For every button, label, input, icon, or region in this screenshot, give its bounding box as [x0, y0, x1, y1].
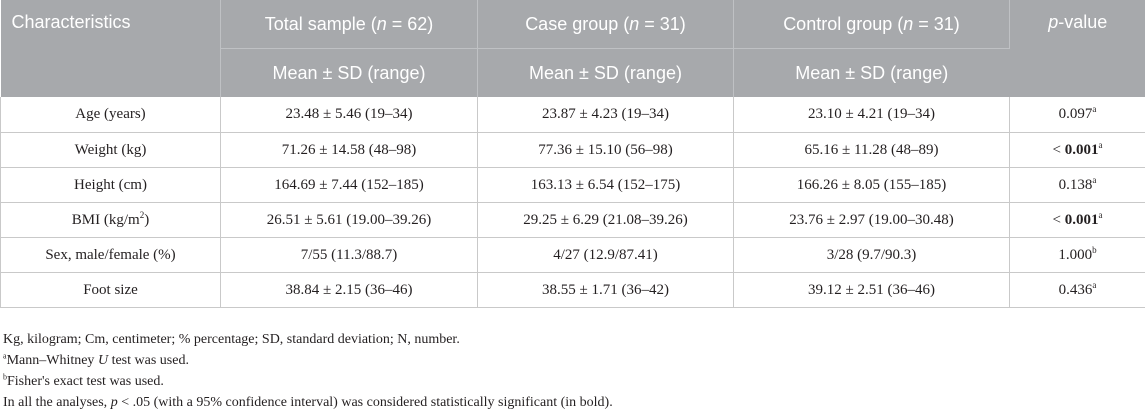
table-row: Weight (kg) 71.26 ± 14.58 (48–98) 77.36 … [0, 132, 1145, 168]
table-header: Characteristics Total sample (n = 62) Ca… [0, 0, 1145, 97]
cell-p-value: 1.000b [1009, 237, 1145, 273]
table-footnotes: Kg, kilogram; Cm, centimeter; % percenta… [3, 329, 613, 413]
footnote-abbreviations: Kg, kilogram; Cm, centimeter; % percenta… [3, 332, 460, 347]
table-row: Sex, male/female (%) 7/55 (11.3/88.7) 4/… [0, 237, 1145, 273]
footnote-b: bFisher's exact test was used. [3, 372, 164, 389]
row-label: Foot size [0, 272, 221, 308]
cell-control: 23.76 ± 2.97 (19.00–30.48) [733, 202, 1010, 238]
cell-control: 166.26 ± 8.05 (155–185) [733, 167, 1010, 203]
row-label: BMI (kg/m2) [0, 202, 221, 238]
cell-p-value: 0.138a [1009, 167, 1145, 203]
cell-total: 23.48 ± 5.46 (19–34) [220, 97, 478, 133]
header-row-2: Mean ± SD (range) Mean ± SD (range) Mean… [1, 48, 1145, 97]
cell-control: 3/28 (9.7/90.3) [733, 237, 1010, 273]
header-control-group: Control group (n = 31) [733, 0, 1010, 49]
cell-case: 77.36 ± 15.10 (56–98) [477, 132, 734, 168]
table-row: Height (cm) 164.69 ± 7.44 (152–185) 163.… [0, 167, 1145, 203]
header-p-value: p-value [1009, 0, 1145, 97]
cell-total: 26.51 ± 5.61 (19.00–39.26) [220, 202, 478, 238]
cell-p-value: < 0.001a [1009, 202, 1145, 238]
cell-case: 29.25 ± 6.29 (21.08–39.26) [477, 202, 734, 238]
cell-total: 71.26 ± 14.58 (48–98) [220, 132, 478, 168]
cell-p-value: 0.097a [1009, 97, 1145, 133]
table-body: Age (years) 23.48 ± 5.46 (19–34) 23.87 ±… [0, 97, 1145, 308]
header-total-sample: Total sample (n = 62) [220, 0, 478, 49]
row-label: Height (cm) [0, 167, 221, 203]
row-label: Age (years) [0, 97, 221, 133]
cell-case: 23.87 ± 4.23 (19–34) [477, 97, 734, 133]
cell-p-value: < 0.001a [1009, 132, 1145, 168]
cell-case: 163.13 ± 6.54 (152–175) [477, 167, 734, 203]
subheader-case: Mean ± SD (range) [477, 48, 734, 97]
table-row: Age (years) 23.48 ± 5.46 (19–34) 23.87 ±… [0, 97, 1145, 133]
footnote-a: aMann–Whitney U test was used. [3, 351, 189, 368]
subheader-total: Mean ± SD (range) [220, 48, 478, 97]
characteristics-table: Characteristics Total sample (n = 62) Ca… [0, 0, 1145, 308]
cell-total: 38.84 ± 2.15 (36–46) [220, 272, 478, 308]
cell-total: 7/55 (11.3/88.7) [220, 237, 478, 273]
table-row: BMI (kg/m2) 26.51 ± 5.61 (19.00–39.26) 2… [0, 202, 1145, 238]
row-label: Weight (kg) [0, 132, 221, 168]
cell-control: 65.16 ± 11.28 (48–89) [733, 132, 1010, 168]
header-characteristics: Characteristics [0, 0, 221, 97]
cell-p-value: 0.436a [1009, 272, 1145, 308]
footnote-significance: In all the analyses, p < .05 (with a 95%… [3, 395, 613, 410]
cell-case: 4/27 (12.9/87.41) [477, 237, 734, 273]
row-label: Sex, male/female (%) [0, 237, 221, 273]
table-row: Foot size 38.84 ± 2.15 (36–46) 38.55 ± 1… [0, 272, 1145, 308]
cell-case: 38.55 ± 1.71 (36–42) [477, 272, 734, 308]
cell-total: 164.69 ± 7.44 (152–185) [220, 167, 478, 203]
cell-control: 23.10 ± 4.21 (19–34) [733, 97, 1010, 133]
cell-control: 39.12 ± 2.51 (36–46) [733, 272, 1010, 308]
header-row-1: Characteristics Total sample (n = 62) Ca… [0, 0, 1145, 97]
header-case-group: Case group (n = 31) [477, 0, 734, 49]
subheader-control: Mean ± SD (range) [733, 48, 1010, 97]
